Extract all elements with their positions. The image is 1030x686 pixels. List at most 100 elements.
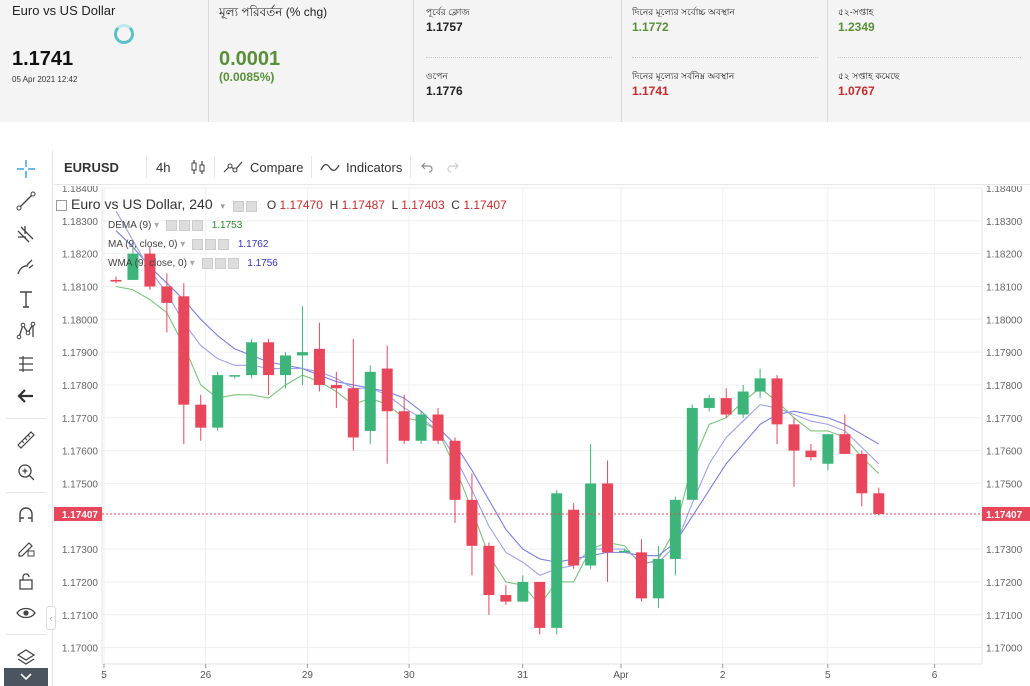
candle[interactable] (619, 549, 630, 553)
candle[interactable] (347, 339, 359, 451)
lock-drawing-pencil-icon[interactable] (13, 535, 39, 561)
dema-value: 1.1753 (211, 220, 243, 232)
low-value: 1.17403 (401, 198, 445, 212)
text-tool-icon[interactable] (13, 286, 39, 312)
ma-buttons[interactable] (192, 239, 231, 250)
dema-buttons[interactable] (165, 220, 205, 231)
candle[interactable] (195, 394, 207, 441)
brush-icon[interactable] (13, 254, 39, 280)
candle[interactable] (246, 339, 258, 379)
eye-icon[interactable] (13, 600, 39, 626)
candle[interactable] (178, 283, 190, 445)
collapse-legend-icon[interactable] (56, 199, 67, 211)
candle[interactable] (263, 339, 275, 395)
zoom-in-icon[interactable] (13, 459, 39, 485)
candle[interactable] (110, 276, 122, 284)
chart-type-button[interactable] (190, 150, 206, 184)
symbol-search[interactable]: EURUSD (64, 159, 119, 175)
y-tick-label-right: 1.18300 (986, 217, 1023, 228)
candle[interactable] (398, 394, 410, 445)
quote-panel: Euro vs US Dollar 1.1741 05 Apr 2021 12:… (0, 0, 1030, 122)
candle-body (161, 286, 173, 303)
magnet-icon[interactable] (13, 502, 39, 528)
current-price-badge-left (54, 506, 102, 521)
wma-legend: WMA (9, close, 0) ▾ 1.1756 (108, 258, 278, 270)
interval-selector[interactable]: 4h (156, 159, 171, 175)
indicators-button[interactable]: Indicators (320, 150, 402, 184)
candle[interactable] (771, 375, 783, 445)
pattern-tool-icon[interactable] (13, 318, 39, 344)
candle[interactable] (602, 460, 614, 582)
compare-icon (223, 161, 243, 173)
candle[interactable] (449, 437, 461, 523)
candle[interactable] (720, 388, 732, 418)
candle[interactable] (856, 450, 868, 507)
candle[interactable] (686, 404, 698, 500)
fib-tools-icon[interactable] (13, 221, 39, 247)
y-tick-label-left: 1.17900 (62, 348, 99, 359)
lock-icon[interactable] (13, 568, 39, 594)
y-tick-label-left: 1.17300 (62, 545, 99, 556)
candle[interactable] (364, 365, 376, 445)
candle[interactable] (280, 352, 291, 389)
candle[interactable] (839, 414, 851, 454)
trend-line-icon[interactable] (13, 188, 39, 214)
candle[interactable] (788, 417, 800, 487)
candle[interactable] (296, 306, 308, 385)
scroll-down-button[interactable] (4, 668, 48, 686)
candle[interactable] (703, 394, 715, 412)
candle-body (381, 368, 393, 412)
candle[interactable] (313, 322, 325, 392)
candle[interactable] (500, 585, 512, 605)
y-tick-label-right: 1.17300 (986, 545, 1023, 556)
candle-body (669, 499, 681, 559)
candle[interactable] (381, 345, 393, 464)
legend-buttons[interactable] (232, 197, 259, 213)
candle[interactable] (534, 581, 546, 635)
candle[interactable] (737, 384, 749, 418)
candle[interactable] (127, 247, 139, 280)
wma-buttons[interactable] (201, 258, 241, 269)
candle[interactable] (517, 575, 529, 602)
candle[interactable] (161, 273, 173, 333)
candle[interactable] (330, 371, 342, 408)
collapse-toolbar-button[interactable]: ‹ (46, 606, 56, 630)
candle[interactable] (212, 371, 224, 431)
ruler-icon[interactable] (13, 427, 39, 453)
back-arrow-icon[interactable] (13, 383, 39, 409)
candle[interactable] (144, 247, 156, 290)
candle-body (313, 348, 325, 385)
candle[interactable] (822, 434, 834, 471)
candle-body (330, 384, 342, 389)
layers-icon[interactable] (13, 644, 39, 670)
candle[interactable] (229, 375, 241, 379)
candle[interactable] (466, 473, 478, 576)
y-tick-label-right: 1.17700 (986, 414, 1023, 425)
candle[interactable] (415, 411, 427, 445)
candle[interactable] (669, 496, 681, 576)
change-label: মূল্য পরিবর্তন (% chg) (219, 5, 328, 19)
compare-button[interactable]: Compare (222, 150, 303, 184)
candle[interactable] (432, 407, 444, 445)
candle[interactable] (754, 368, 766, 399)
legend-dropdown-icon[interactable]: ▾ (220, 201, 226, 211)
candle-body (364, 371, 376, 431)
redo-button[interactable] (446, 150, 460, 184)
price-chart[interactable]: 1.17000 1.17000 1.17100 1.17100 1.17200 1.172… (54, 186, 1030, 686)
undo-button[interactable] (420, 150, 434, 184)
candle[interactable] (585, 444, 597, 569)
x-tick-label: 5 (825, 670, 831, 681)
loading-spinner-icon (114, 24, 134, 44)
candle[interactable] (805, 444, 817, 461)
candle[interactable] (483, 542, 495, 615)
crosshair-icon[interactable] (13, 156, 39, 182)
candle[interactable] (635, 539, 647, 602)
candle[interactable] (568, 503, 580, 569)
candle[interactable] (873, 487, 885, 516)
candle[interactable] (551, 490, 563, 635)
x-tick-label: 2 (720, 670, 726, 681)
y-tick-label-left: 1.17100 (62, 611, 99, 622)
y-tick-label-left: 1.18400 (62, 186, 99, 195)
prediction-tool-icon[interactable] (13, 351, 39, 377)
candle[interactable] (652, 545, 664, 609)
